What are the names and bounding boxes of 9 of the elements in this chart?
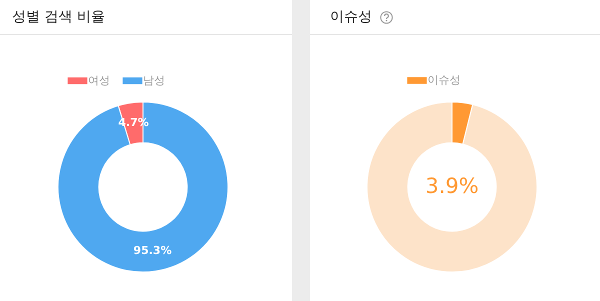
data-label: 95.3% <box>133 244 172 257</box>
donut-slice <box>366 102 538 272</box>
chart-title: 이슈성 <box>330 8 372 26</box>
chart-title: 성별 검색 비율 <box>12 8 105 26</box>
legend-label: 여성 <box>88 74 110 87</box>
legend-label: 남성 <box>143 74 165 87</box>
data-label: 3.9% <box>425 174 479 198</box>
legend-label: 이슈성 <box>428 74 460 86</box>
donut-slice <box>58 102 228 272</box>
